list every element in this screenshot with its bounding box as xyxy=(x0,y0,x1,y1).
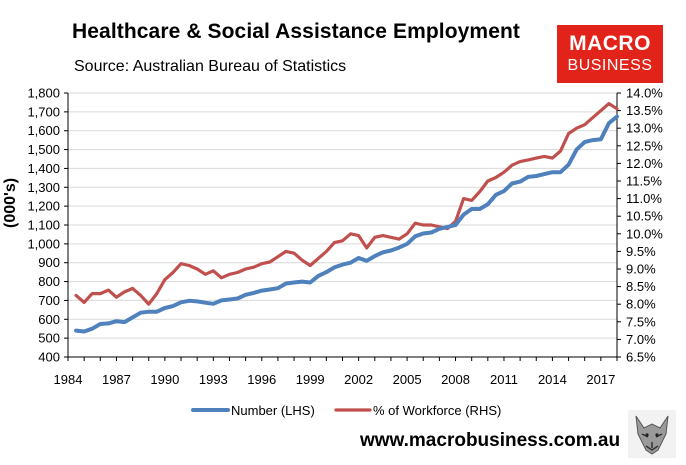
y-right-tick-label: 8.5% xyxy=(626,279,656,294)
y-right-tick-label: 11.5% xyxy=(626,174,662,189)
logo-line-1: MACRO xyxy=(569,32,651,55)
y-left-tick-label: 1,200 xyxy=(27,199,60,214)
footer-url[interactable]: www.macrobusiness.com.au xyxy=(360,430,621,451)
y-left-tick-label: 1,700 xyxy=(27,104,60,119)
y-right-tick-label: 8.0% xyxy=(626,297,656,312)
x-tick-label: 2017 xyxy=(586,372,615,387)
y-left-tick-label: 700 xyxy=(38,293,60,308)
y-left-tick-label: 900 xyxy=(38,255,60,270)
y-left-tick-label: 600 xyxy=(38,312,60,327)
x-tick-label: 2005 xyxy=(393,372,422,387)
x-tick-label: 1999 xyxy=(296,372,325,387)
x-tick-label: 2014 xyxy=(538,372,567,387)
x-tick-label: 1987 xyxy=(102,372,131,387)
y-right-tick-label: 14.0% xyxy=(626,86,663,101)
y-right-tick-label: 9.0% xyxy=(626,262,656,277)
y-right-tick-label: 12.5% xyxy=(626,138,663,153)
macrobusiness-logo[interactable]: MACRO BUSINESS xyxy=(557,25,663,83)
x-tick-label: 2008 xyxy=(441,372,470,387)
y-left-tick-label: 1,000 xyxy=(27,236,60,251)
y-right-tick-label: 13.0% xyxy=(626,121,663,136)
y-left-tick-label: 1,600 xyxy=(27,123,60,138)
y-left-tick-label: 1,500 xyxy=(27,142,60,157)
y-left-tick-label: 400 xyxy=(38,350,60,365)
y-right-tick-label: 7.0% xyxy=(626,332,656,347)
x-tick-label: 1990 xyxy=(150,372,179,387)
x-tick-label: 2002 xyxy=(344,372,373,387)
y-right-tick-label: 10.5% xyxy=(626,209,663,224)
x-tick-label: 1993 xyxy=(199,372,228,387)
y-right-tick-label: 11.0% xyxy=(626,191,662,206)
y-right-tick-label: 12.0% xyxy=(626,156,663,171)
y-right-tick-label: 7.5% xyxy=(626,314,656,329)
legend-label-percent: % of Workforce (RHS) xyxy=(373,403,501,418)
series-line-number xyxy=(74,114,619,334)
legend-label-number: Number (LHS) xyxy=(231,403,315,418)
x-tick-label: 1984 xyxy=(54,372,83,387)
y-left-tick-label: 1,400 xyxy=(27,161,60,176)
series-line-percent-workforce xyxy=(74,102,619,306)
y-right-tick-label: 13.5% xyxy=(626,103,663,118)
y-left-tick-label: 1,300 xyxy=(27,180,60,195)
x-tick-label: 1996 xyxy=(247,372,276,387)
y-left-tick-label: 500 xyxy=(38,331,60,346)
y-right-tick-label: 9.5% xyxy=(626,244,656,259)
y-left-tick-label: 1,800 xyxy=(27,86,60,101)
chart-title: Healthcare & Social Assistance Employmen… xyxy=(72,20,520,43)
y-left-tick-label: 1,100 xyxy=(27,218,60,233)
y-left-tick-label: 800 xyxy=(38,274,60,289)
y-right-tick-label: 6.5% xyxy=(626,350,656,365)
x-tick-label: 2011 xyxy=(490,372,518,387)
wolf-logo-icon xyxy=(628,410,676,458)
chart-source: Source: Australian Bureau of Statistics xyxy=(74,58,347,75)
y-right-tick-label: 10.0% xyxy=(626,226,663,241)
logo-line-2: BUSINESS xyxy=(567,57,653,74)
